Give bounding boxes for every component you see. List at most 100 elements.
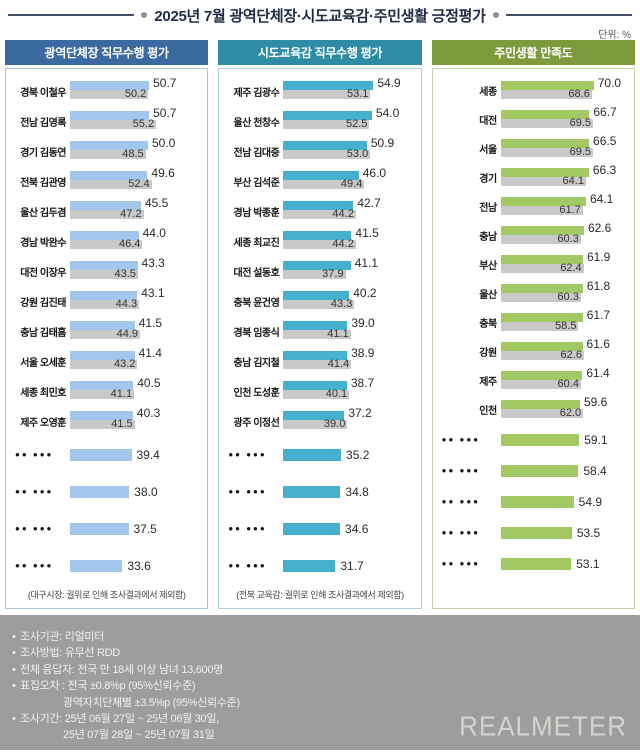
previous-bar — [283, 150, 371, 159]
previous-bar — [500, 380, 581, 389]
current-bar — [283, 261, 351, 270]
bar-area: 70.0 68.6 — [500, 76, 629, 105]
chart-row: ●● ●●● 53.5 — [439, 517, 629, 548]
chart-row: 충남 62.6 60.3 — [439, 221, 629, 250]
footer-text: 조사기관: 리얼미터 — [20, 631, 105, 643]
bar-area: 42.7 44.2 — [283, 196, 415, 226]
previous-value: 46.4 — [118, 237, 141, 250]
current-value: 61.7 — [586, 308, 611, 322]
entity-label: 울산 김두겸 — [20, 207, 66, 219]
previous-value: 50.2 — [124, 87, 147, 100]
previous-bar — [500, 351, 584, 360]
footer-line-continuation: 광역자치단체별 ±3.5%p (95%신뢰수준) — [12, 695, 640, 711]
footer-line-continuation: 25년 07월 28일 ~ 25년 07월 31일 — [12, 727, 640, 743]
entity-label: 대전 — [479, 116, 497, 127]
current-value: 43.1 — [141, 286, 165, 300]
chart-row: 대전 66.7 69.5 — [439, 105, 629, 134]
bar-area: 50.9 53.0 — [283, 136, 415, 166]
current-value: 66.5 — [593, 134, 617, 148]
previous-value: 43.5 — [114, 267, 136, 280]
chart-row: 강원 김진태 43.1 44.3 — [12, 286, 202, 316]
bar-area: 59.1 — [500, 424, 629, 455]
current-value: 44.0 — [142, 226, 166, 240]
entity-label: ●● ●●● — [441, 497, 481, 506]
bullet-icon: • — [12, 631, 16, 643]
entity-label: 경북 임종식 — [233, 327, 280, 339]
current-bar — [500, 526, 572, 539]
current-value: 50.7 — [153, 76, 177, 90]
entity-label: ●● ●●● — [15, 524, 54, 533]
current-value: 59.6 — [583, 395, 608, 409]
bar-area: 43.1 44.3 — [70, 286, 202, 316]
chart-row: 경남 박종훈 42.7 44.2 — [225, 196, 415, 226]
chart-row: 충남 김태흠 41.5 44.9 — [12, 316, 202, 346]
chart-row: 세종 최교진 41.5 44.2 — [225, 226, 415, 256]
entity-label: ●● ●●● — [228, 487, 267, 496]
chart-row: 세종 70.0 68.6 — [439, 76, 629, 105]
footer-text: 표집오차 : 전국 ±0.8%p (95%신뢰수준) — [20, 680, 196, 693]
current-value: 66.7 — [593, 105, 617, 119]
previous-value: 41.5 — [111, 417, 133, 430]
current-bar — [500, 168, 589, 177]
footer-text: 조사기간: 25년 06월 27일 ~ 25년 06월 30일, — [20, 713, 219, 726]
previous-bar — [70, 420, 135, 429]
current-value: 61.6 — [586, 337, 610, 351]
chart-columns: 광역단체장 직무수행 평가 경북 이철우 50.7 50.2 전남 김영록 50.7 55… — [0, 40, 640, 609]
current-bar — [500, 110, 590, 119]
bullet-icon: • — [12, 680, 16, 693]
chart-row: ●● ●●● 37.5 — [12, 510, 202, 547]
current-bar — [500, 495, 574, 508]
entity-label: ●● ●●● — [15, 487, 54, 496]
footer-line: • 조사방법: 유무선 RDD — [12, 645, 640, 661]
current-bar — [283, 141, 367, 150]
current-bar — [283, 411, 345, 420]
chart-row: ●● ●●● 53.1 — [439, 548, 629, 579]
current-bar — [70, 351, 135, 360]
title-dot-left-icon — [141, 12, 148, 18]
chart-row: 부산 61.9 62.4 — [439, 250, 629, 279]
previous-value: 62.4 — [560, 261, 582, 274]
bar-area: 44.0 46.4 — [70, 226, 202, 256]
entity-label: 충북 — [479, 319, 497, 330]
chart-panel-superintendent: 제주 김광수 54.9 53.1 울산 천창수 54.0 52.5 전남 김대중 50.9 53… — [218, 68, 422, 609]
entity-label: 서울 오세훈 — [20, 357, 66, 369]
entity-label: 제주 오영훈 — [20, 417, 66, 429]
entity-label: ●● ●●● — [441, 435, 481, 444]
previous-value: 53.1 — [347, 87, 369, 100]
current-value: 54.9 — [377, 76, 401, 90]
entity-label: 대전 이장우 — [20, 267, 66, 279]
bar-area: 53.1 — [500, 548, 629, 579]
previous-value: 58.5 — [555, 319, 577, 332]
previous-value: 41.1 — [327, 327, 349, 340]
current-value: 40.2 — [353, 286, 377, 300]
previous-bar — [283, 390, 350, 399]
previous-value: 55.2 — [132, 117, 155, 130]
current-bar — [283, 291, 350, 300]
footer-line: • 조사기관: 리얼미터 — [12, 629, 640, 645]
bar-area: 41.1 37.9 — [283, 256, 415, 286]
current-value: 50.0 — [152, 136, 176, 150]
exclusion-note: (전북 교육감: 궐위로 인해 조사결과에서 제외함) — [236, 590, 404, 600]
current-value: 39.0 — [351, 316, 375, 330]
chart-row: 서울 66.5 69.5 — [439, 134, 629, 163]
current-value: 37.5 — [133, 521, 157, 536]
bar-area: 49.6 52.4 — [70, 166, 202, 196]
current-value: 38.7 — [350, 376, 375, 390]
current-bar — [283, 81, 374, 90]
bar-area: 62.6 60.3 — [500, 221, 629, 250]
current-value: 46.0 — [362, 166, 387, 180]
chart-row: 전남 64.1 61.7 — [439, 192, 629, 221]
entity-label: ●● ●●● — [15, 561, 54, 570]
current-bar — [70, 321, 135, 330]
bar-area: 61.8 60.3 — [500, 279, 629, 308]
current-value: 41.5 — [355, 226, 379, 240]
chart-row: 경북 이철우 50.7 50.2 — [12, 76, 202, 106]
chart-row: ●● ●●● 59.1 — [439, 424, 629, 455]
chart-row: 전남 김대중 50.9 53.0 — [225, 136, 415, 166]
previous-value: 64.1 — [562, 174, 584, 187]
unit-label: 단위: % — [598, 30, 631, 41]
entity-label: 세종 최교진 — [233, 237, 280, 249]
bar-area: 54.0 52.5 — [283, 106, 415, 136]
previous-value: 47.2 — [120, 207, 142, 220]
footer-text: 25년 07월 28일 ~ 25년 07월 31일 — [63, 729, 215, 742]
